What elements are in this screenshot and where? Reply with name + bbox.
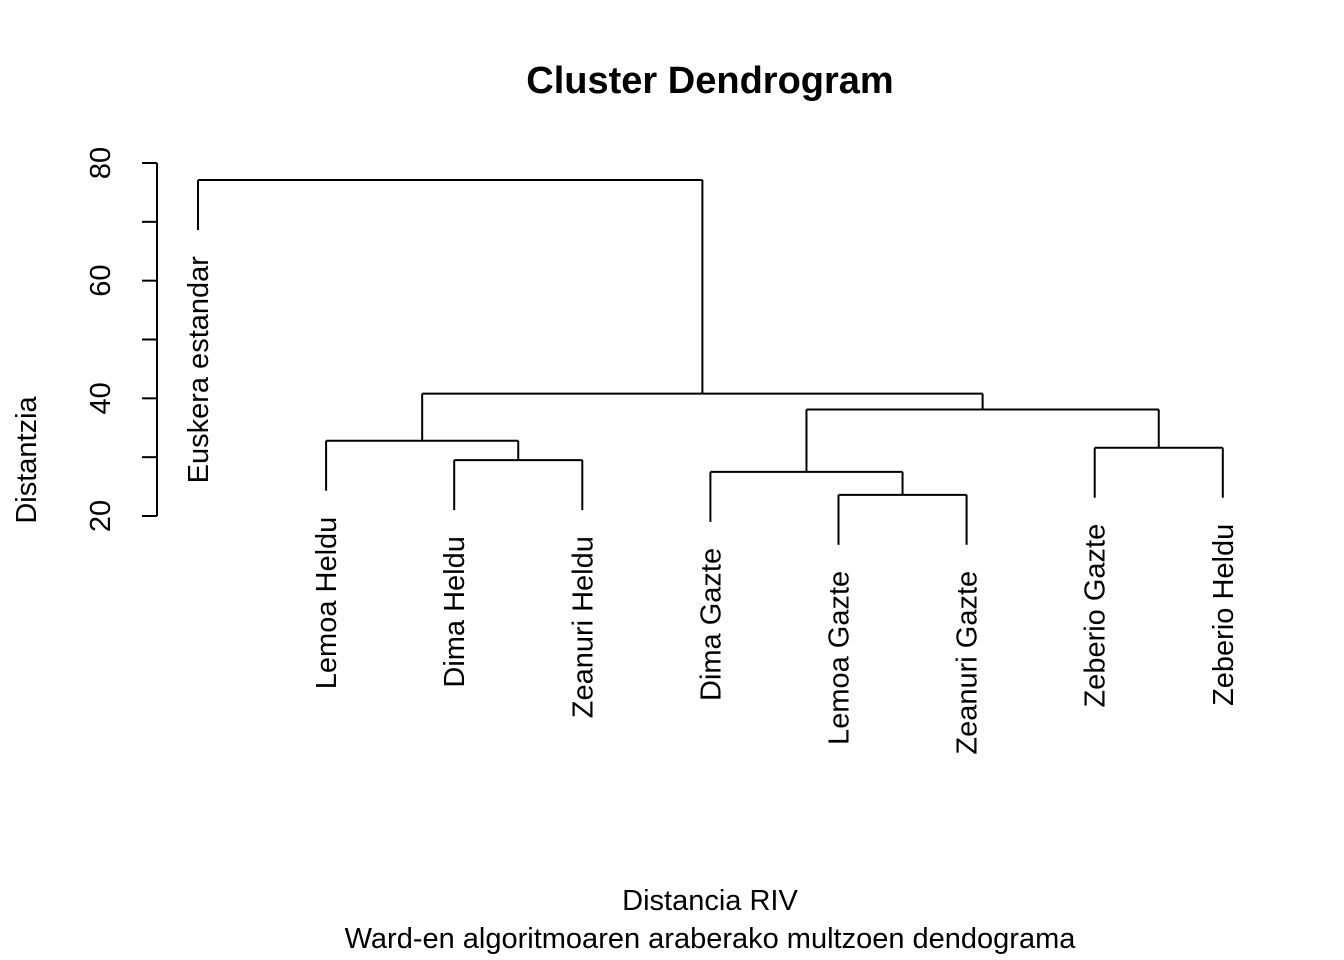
chart-subtitle: Ward-en algoritmoaren araberako multzoen… xyxy=(345,923,1077,955)
leaf-label: Lemoa Heldu xyxy=(311,517,343,690)
leaf-label: Zeberio Heldu xyxy=(1208,524,1240,706)
chart-title: Cluster Dendrogram xyxy=(526,60,893,102)
y-axis: 20 40 60 80 xyxy=(85,147,158,532)
leaf-label: Dima Gazte xyxy=(695,548,727,701)
leaf-label: Lemoa Gazte xyxy=(824,571,856,745)
x-axis-label: Distancia RIV xyxy=(622,885,798,917)
y-tick-label: 80 xyxy=(85,147,117,179)
y-tick-label: 40 xyxy=(85,382,117,414)
y-tick-label: 20 xyxy=(85,500,117,532)
leaf-label: Euskera estandar xyxy=(183,256,215,484)
leaf-label: Zeanuri Gazte xyxy=(952,571,984,755)
leaf-labels: Euskera estandar Lemoa Heldu Dima Heldu Zea… xyxy=(183,256,1240,755)
y-tick-label: 60 xyxy=(85,265,117,297)
leaf-label: Zeanuri Heldu xyxy=(567,536,599,718)
y-axis-label: Distantzia xyxy=(11,395,43,523)
leaf-label: Zeberio Gazte xyxy=(1080,524,1112,708)
dendrogram-tree xyxy=(197,179,1224,545)
leaf-label: Dima Heldu xyxy=(439,536,471,688)
